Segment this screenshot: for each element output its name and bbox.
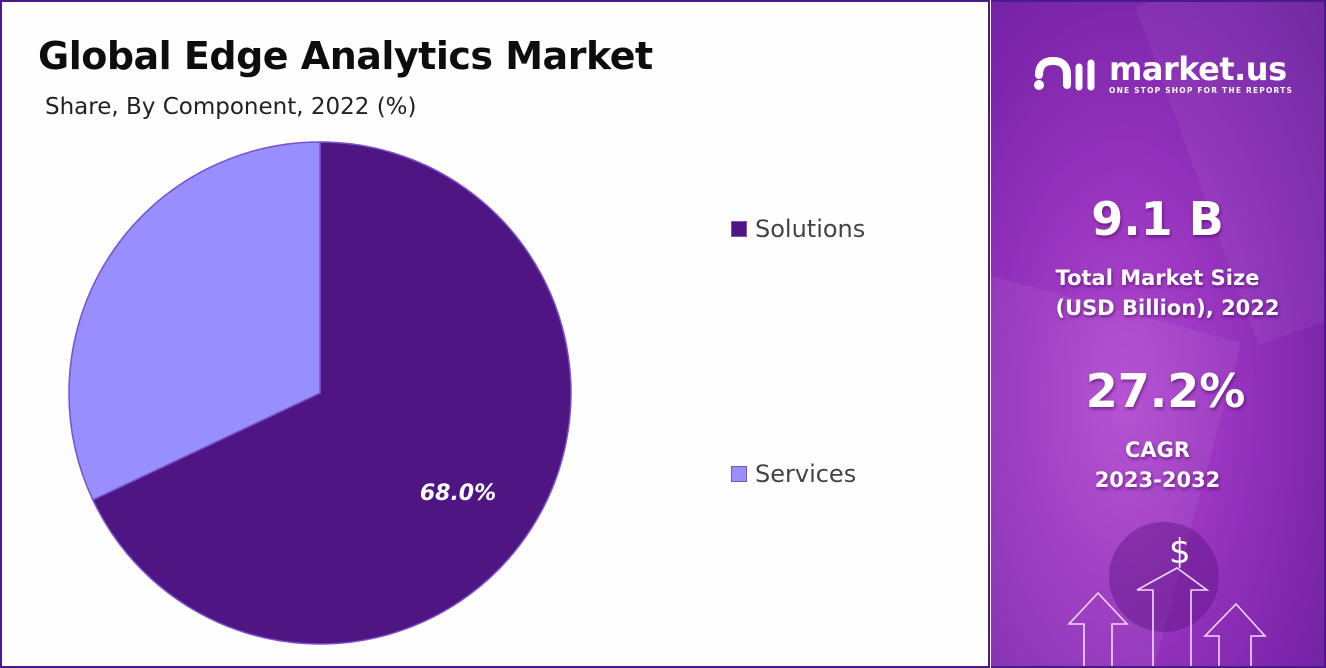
pie-slice-solutions — [91, 141, 572, 645]
dollar-icon: $ — [1169, 532, 1191, 572]
legend-item-solutions: Solutions — [731, 215, 865, 243]
chart-title: Global Edge Analytics Market — [38, 34, 653, 78]
background-coin-shape — [1109, 522, 1219, 632]
market-size-value: 9.1 B — [1091, 192, 1224, 246]
chart-subtitle: Share, By Component, 2022 (%) — [45, 94, 417, 120]
panel-divider — [988, 0, 991, 668]
slice-label-solutions: 68.0% — [420, 481, 496, 506]
growth-arrows-icon — [1067, 567, 1267, 666]
legend-label-solutions: Solutions — [755, 215, 866, 243]
brand-tagline: ONE STOP SHOP FOR THE REPORTS — [1109, 86, 1294, 95]
legend-swatch-services — [731, 466, 747, 482]
brand-name: market.us — [1109, 50, 1287, 88]
legend-swatch-solutions — [731, 221, 747, 237]
market-size-label-line1: Total Market Size — [1055, 266, 1260, 290]
brand-logo: market.us ONE STOP SHOP FOR THE REPORTS — [1033, 50, 1294, 95]
cagr-period: 2023-2032 — [1094, 468, 1221, 492]
pie-slices — [68, 141, 572, 645]
stats-panel: market.us ONE STOP SHOP FOR THE REPORTS … — [991, 2, 1324, 666]
pie-chart: 68.0% — [68, 141, 572, 645]
market-size-label-line2: (USD Billion), 2022 — [1055, 296, 1280, 320]
legend-label-services: Services — [755, 460, 857, 488]
cagr-value: 27.2% — [1085, 364, 1246, 418]
cagr-label: CAGR — [1124, 438, 1191, 462]
pie-slice-services — [68, 141, 321, 501]
legend-item-services: Services — [731, 460, 856, 488]
market-us-logo-icon — [1034, 56, 1095, 90]
